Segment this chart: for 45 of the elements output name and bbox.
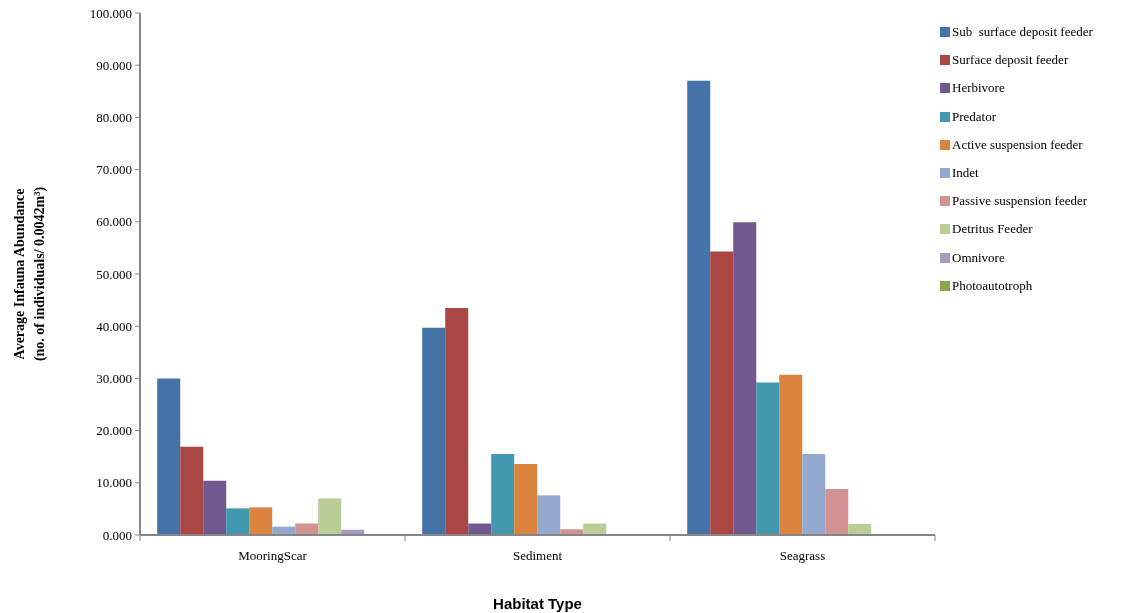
legend-label: Surface deposit feeder [952,52,1069,69]
y-tick-label: 60.000 [96,214,132,230]
bar [422,327,446,535]
legend-label: Predator [952,108,997,125]
legend-label: Detritus Feeder [952,221,1033,238]
bar [180,446,204,535]
legend-label: Herbivore [952,80,1005,97]
legend-label: Photoautotroph [952,277,1033,294]
bar [445,307,469,535]
y-tick-label: 70.000 [96,162,132,178]
y-tick-label: 20.000 [96,423,132,439]
bar [710,251,734,535]
bar [157,378,181,535]
y-tick-label: 90.000 [96,57,132,73]
y-tick-label: 80.000 [96,110,132,126]
legend-label: Sub surface deposit feeder [952,24,1093,41]
y-axis-title: Average Infauna Abundance (no. of individuals/ 0.0042m³) [12,186,48,362]
bar [756,382,780,535]
legend-label: Passive suspension feeder [952,193,1088,210]
y-tick-label: 100.000 [89,5,132,21]
y-tick-label: 0.000 [102,527,132,543]
bar [203,480,227,535]
bar [226,508,250,535]
bar [802,454,826,535]
bar [825,489,849,535]
y-tick-label: 50.000 [96,266,132,282]
bar [249,507,273,535]
y-tick-label: 10.000 [96,475,132,491]
x-tick-label: MooringScar [238,548,308,563]
y-tick-label: 30.000 [96,371,132,387]
bar [687,80,711,535]
bar [514,464,538,535]
legend-label: Omnivore [952,249,1005,266]
y-tick-label: 40.000 [96,318,132,334]
legend-label: Active suspension feeder [952,136,1083,153]
legend-label: Indet [952,165,979,182]
bar [848,524,872,535]
bar [491,454,515,535]
bar [537,495,561,535]
bar [318,498,342,535]
x-axis-title: Habitat Type [493,595,582,612]
x-tick-label: Seagrass [779,548,826,563]
bar [733,222,757,535]
bar [779,374,803,535]
x-tick-label: Sediment [512,548,563,563]
